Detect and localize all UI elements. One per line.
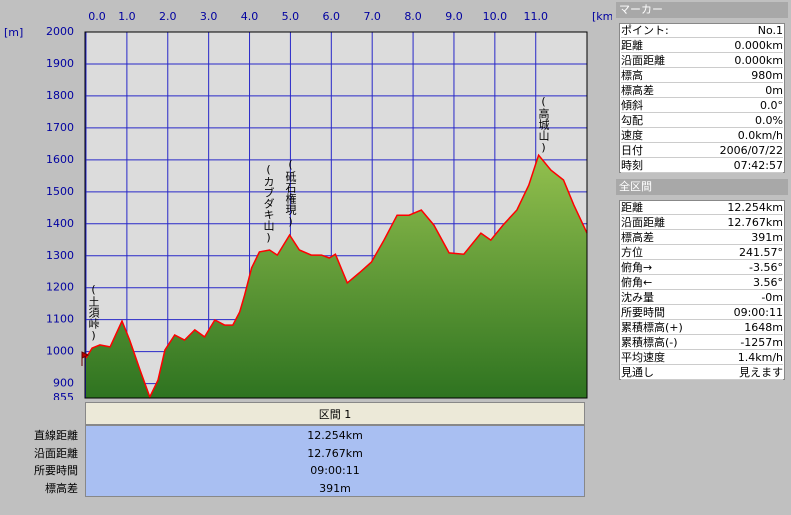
row-value: 980m [701, 68, 783, 83]
row-label: 方位 [621, 245, 701, 260]
y-tick-label: 1700 [46, 121, 74, 134]
x-tick-label: 9.0 [445, 10, 463, 23]
row-value: 391m [319, 481, 351, 495]
row-value: 2006/07/22 [701, 143, 783, 158]
row-value: No.1 [701, 23, 783, 38]
row-value: 0.000km [701, 53, 783, 68]
annotation: (カブダキ山) [262, 163, 275, 244]
x-tick-label: 0.0 [88, 10, 106, 23]
row-value: 0.0km/h [701, 128, 783, 143]
row-value: 09:00:11 [701, 305, 783, 320]
row-label: 俯角← [621, 275, 701, 290]
x-tick-label: 3.0 [200, 10, 218, 23]
row-label: 沿面距離 [34, 446, 78, 460]
row-value: 1.4km/h [701, 350, 783, 365]
row-value: 0m [701, 83, 783, 98]
panel-title: 全区間 [616, 179, 788, 195]
row-label: ポイント: [621, 23, 701, 38]
panel-title: マーカー [616, 2, 788, 18]
x-tick-label: 2.0 [159, 10, 177, 23]
row-value: 09:00:11 [310, 464, 360, 477]
row-label: 見通し [621, 365, 701, 380]
x-tick-label: 7.0 [363, 10, 381, 23]
annotation: (高城山) [537, 95, 550, 154]
row-label: 日付 [621, 143, 701, 158]
row-label: 沿面距離 [621, 215, 701, 230]
row-value: 0.0% [701, 113, 783, 128]
row-value: -3.56° [701, 260, 783, 275]
x-tick-label: 10.0 [483, 10, 508, 23]
row-value: -1257m [701, 335, 783, 350]
row-label: 標高差 [621, 83, 701, 98]
row-value: 見えます [701, 365, 783, 380]
row-value: 391m [701, 230, 783, 245]
annotation: (土須峠) [87, 283, 100, 342]
row-value: 1648m [701, 320, 783, 335]
row-label: 累積標高(-) [621, 335, 701, 350]
y-tick-label: 1300 [46, 249, 74, 262]
panel-table [619, 200, 785, 380]
row-value: 241.57° [701, 245, 783, 260]
panel-table [619, 23, 785, 173]
row-value: 0.000km [701, 38, 783, 53]
row-label: 沿面距離 [621, 53, 701, 68]
row-value: 07:42:57 [701, 158, 783, 173]
x-tick-label: 5.0 [282, 10, 300, 23]
row-label: 勾配 [621, 113, 701, 128]
row-label: 標高差 [621, 230, 701, 245]
y-tick-label: 1500 [46, 185, 74, 198]
x-tick-label: 11.0 [523, 10, 548, 23]
x-tick-label: 6.0 [323, 10, 341, 23]
row-label: 距離 [621, 38, 701, 53]
x-tick-label: 1.0 [118, 10, 136, 23]
x-unit: [km] [592, 10, 612, 23]
row-label: 俯角→ [621, 260, 701, 275]
row-label: 所要時間 [621, 305, 701, 320]
row-label: 直線距離 [34, 429, 78, 442]
row-label: 沈み量 [621, 290, 701, 305]
y-tick-label: 1800 [46, 89, 74, 102]
start-marker [81, 351, 90, 367]
y-tick-label: 1900 [46, 57, 74, 70]
row-label: 所要時間 [34, 464, 78, 477]
row-value: 12.254km [701, 200, 783, 215]
y-tick-label: 855 [53, 391, 74, 400]
row-value: 12.767km [701, 215, 783, 230]
x-tick-label: 4.0 [241, 10, 259, 23]
row-value: 3.56° [701, 275, 783, 290]
y-tick-label: 1200 [46, 281, 74, 294]
x-tick-label: 8.0 [404, 10, 422, 23]
y-tick-label: 900 [53, 377, 74, 390]
annotation: (砥石権現) [284, 158, 297, 228]
row-label: 標高 [621, 68, 701, 83]
row-value: -0m [701, 290, 783, 305]
row-label: 速度 [621, 128, 701, 143]
row-label: 時刻 [621, 158, 701, 173]
section-header: 区間 1 [85, 402, 585, 425]
y-tick-label: 1000 [46, 345, 74, 358]
row-label: 標高差 [45, 481, 78, 495]
y-tick-label: 1400 [46, 217, 74, 230]
y-unit: [m] [4, 26, 23, 39]
row-label: 平均速度 [621, 350, 701, 365]
y-tick-label: 1100 [46, 313, 74, 326]
row-value: 12.767km [307, 446, 363, 460]
row-value: 0.0° [701, 98, 783, 113]
row-value: 12.254km [307, 429, 363, 442]
profile-area [86, 155, 587, 398]
row-label: 累積標高(+) [621, 320, 701, 335]
row-label: 距離 [621, 200, 701, 215]
y-tick-label: 2000 [46, 25, 74, 38]
row-label: 傾斜 [621, 98, 701, 113]
plot-border [84, 31, 588, 399]
y-tick-label: 1600 [46, 153, 74, 166]
profile-line [85, 153, 588, 399]
section-body [85, 425, 585, 497]
